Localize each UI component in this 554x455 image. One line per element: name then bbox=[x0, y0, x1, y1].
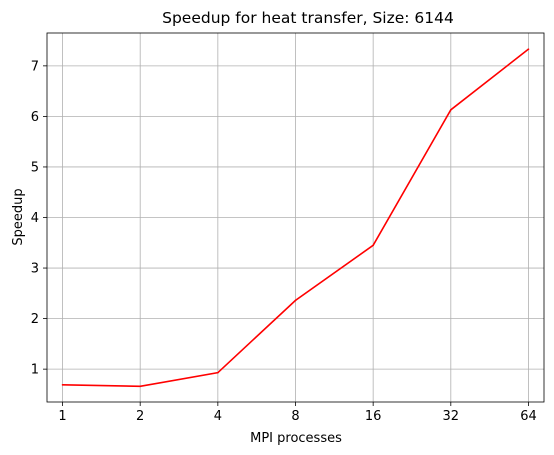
data-point bbox=[372, 244, 374, 247]
data-point bbox=[61, 384, 64, 386]
series-layer bbox=[61, 48, 530, 388]
y-tick-label: 1 bbox=[31, 363, 39, 378]
chart-title: Speedup for heat transfer, Size: 6144 bbox=[162, 9, 454, 27]
y-tick-label: 2 bbox=[31, 312, 39, 327]
x-tick-label: 64 bbox=[520, 409, 537, 424]
axis-layer: 1 2 4 8 16 32 64 1 2 3 4 5 6 7 bbox=[31, 32, 545, 424]
y-tick-label: 4 bbox=[31, 211, 39, 226]
x-tick-label: 1 bbox=[58, 409, 66, 424]
y-tick-label: 3 bbox=[31, 262, 39, 277]
y-tick-label: 6 bbox=[31, 110, 39, 125]
data-point bbox=[294, 299, 297, 302]
x-tick-label: 8 bbox=[291, 409, 299, 424]
x-tick-label: 2 bbox=[136, 409, 144, 424]
plot-frame bbox=[46, 32, 545, 403]
x-tick-label: 4 bbox=[214, 409, 222, 424]
data-point bbox=[450, 109, 452, 111]
x-tick-label: 32 bbox=[443, 409, 460, 424]
grid-layer bbox=[47, 33, 544, 402]
data-point bbox=[139, 385, 141, 388]
data-point bbox=[527, 48, 530, 50]
x-axis-label: MPI processes bbox=[250, 431, 342, 446]
y-tick-label: 5 bbox=[31, 160, 39, 175]
x-tick-label: 16 bbox=[365, 409, 382, 424]
y-axis-label: Speedup bbox=[11, 188, 26, 245]
data-point bbox=[217, 371, 219, 374]
y-tick-label: 7 bbox=[31, 59, 39, 74]
